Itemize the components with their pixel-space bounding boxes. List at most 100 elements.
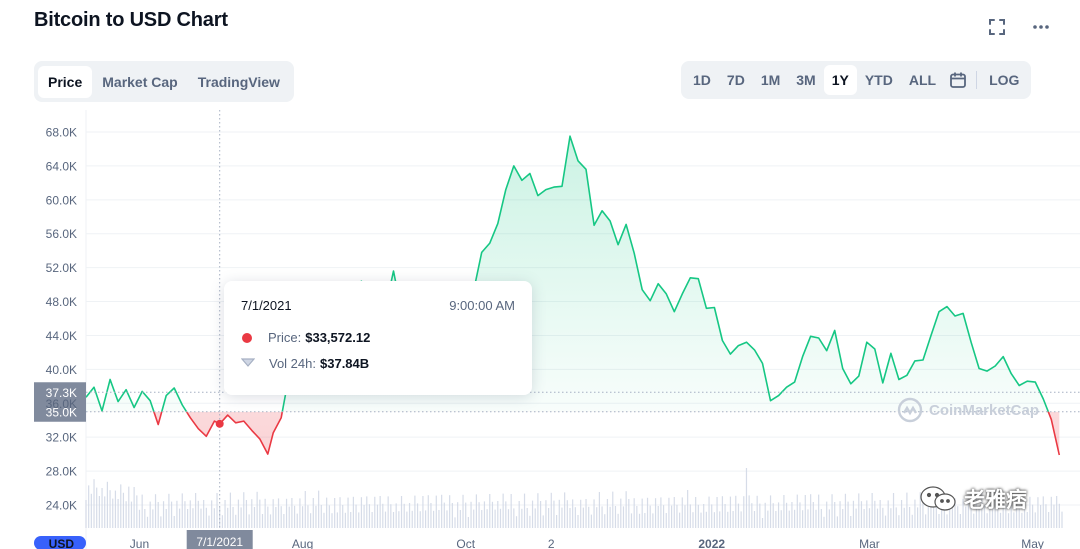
volume-bar (761, 518, 764, 528)
x-tick-label: Aug (292, 537, 313, 549)
volume-bar (542, 515, 544, 528)
volume-bar (681, 497, 683, 528)
y-tick-label: 64.0K (46, 159, 77, 173)
volume-bar (665, 513, 667, 528)
volume-bar (122, 492, 125, 528)
volume-bar (711, 504, 713, 528)
volume-bar (860, 501, 863, 528)
volume-bar (903, 507, 905, 528)
range-1m[interactable]: 1M (760, 72, 781, 88)
volume-bar (90, 493, 92, 528)
volume-bar (732, 511, 734, 528)
volume-bar (1042, 496, 1044, 528)
tab-price[interactable]: Price (38, 65, 93, 98)
volume-bar (673, 497, 675, 528)
volume-bar (791, 502, 793, 528)
range-1d[interactable]: 1D (693, 72, 711, 88)
volume-bar (930, 507, 932, 528)
volume-bar (125, 501, 127, 528)
volume-bar (868, 508, 871, 528)
volume-bar (879, 500, 881, 528)
volume-bar (427, 495, 429, 528)
range-7d[interactable]: 7D (726, 72, 745, 88)
volume-bar (654, 498, 657, 528)
volume-bar (457, 502, 459, 528)
volume-bar (997, 505, 999, 528)
volume-bar (408, 503, 411, 528)
volume-bar (577, 515, 579, 528)
volume-bar (561, 507, 563, 528)
volume-bar (572, 499, 574, 528)
volume-bar (917, 507, 919, 528)
volume-bar (296, 513, 298, 528)
volume-bar (943, 506, 945, 528)
volume-bar (580, 499, 582, 528)
more-vertical-icon[interactable] (1029, 15, 1053, 39)
volume-bar (251, 499, 253, 528)
range-divider (976, 71, 978, 89)
log-scale-toggle[interactable]: LOG (989, 72, 1020, 88)
volume-bar (264, 498, 266, 528)
volume-bar (606, 499, 609, 528)
volume-bar (157, 502, 159, 528)
volume-bar (85, 500, 87, 528)
volume-bar (165, 509, 167, 528)
volume-bar (523, 493, 526, 528)
range-ytd[interactable]: YTD (864, 72, 893, 88)
volume-bar (1031, 504, 1034, 528)
volume-bar (187, 509, 189, 528)
volume-bar (526, 508, 528, 528)
volume-bar (794, 509, 796, 528)
range-all[interactable]: ALL (908, 72, 937, 88)
volume-bar (962, 498, 964, 528)
volume-bar (104, 496, 106, 528)
volume-bar (892, 493, 895, 528)
volume-bar (662, 505, 665, 528)
volume-bar (970, 505, 972, 528)
volume-axis-label: USD (49, 537, 75, 549)
tooltip-date: 7/1/2021 (241, 298, 292, 313)
volume-bar (334, 498, 336, 528)
volume-bar (820, 509, 822, 528)
calendar-icon[interactable] (944, 65, 972, 95)
volume-bar (205, 507, 207, 528)
volume-bar (117, 499, 119, 528)
volume-bar (847, 501, 849, 528)
volume-bar (850, 516, 852, 528)
volume-bar (975, 498, 978, 528)
volume-bar (328, 505, 330, 528)
watermark-text: CoinMarketCap (929, 401, 1040, 419)
volume-bar (919, 492, 921, 528)
tab-tradingview[interactable]: TradingView (197, 73, 280, 90)
volume-axis-badge-bg (34, 536, 86, 549)
volume-bar (676, 504, 678, 528)
y-tick-label: 36.0K (46, 397, 77, 411)
volume-bar (154, 494, 157, 528)
volume-bar (213, 508, 215, 528)
volume-bar (973, 513, 975, 528)
baseline-badge-bg (34, 401, 86, 422)
volume-bar (368, 504, 371, 528)
volume-bar (1045, 504, 1047, 528)
tab-market-cap[interactable]: Market Cap (102, 73, 178, 90)
volume-bar (1050, 496, 1052, 528)
volume-bar (775, 511, 777, 528)
volume-bar (350, 512, 352, 528)
range-1y[interactable]: 1Y (823, 65, 857, 95)
volume-bar (922, 500, 924, 528)
volume-bar (617, 513, 619, 528)
volume-bar (689, 504, 691, 528)
fullscreen-icon[interactable] (985, 15, 1009, 39)
volume-bar (465, 502, 467, 528)
tooltip-vol-label: Vol 24h: (269, 356, 316, 371)
volume-bar (259, 499, 261, 528)
volume-bar (727, 511, 729, 528)
volume-bar (895, 507, 897, 528)
volume-bar (818, 494, 820, 528)
volume-bar (855, 508, 857, 528)
volume-bar (981, 491, 983, 528)
volume-bar (114, 490, 117, 528)
x-tick-label: Jun (130, 537, 149, 549)
range-3m[interactable]: 3M (796, 72, 816, 88)
volume-bar (211, 500, 213, 528)
